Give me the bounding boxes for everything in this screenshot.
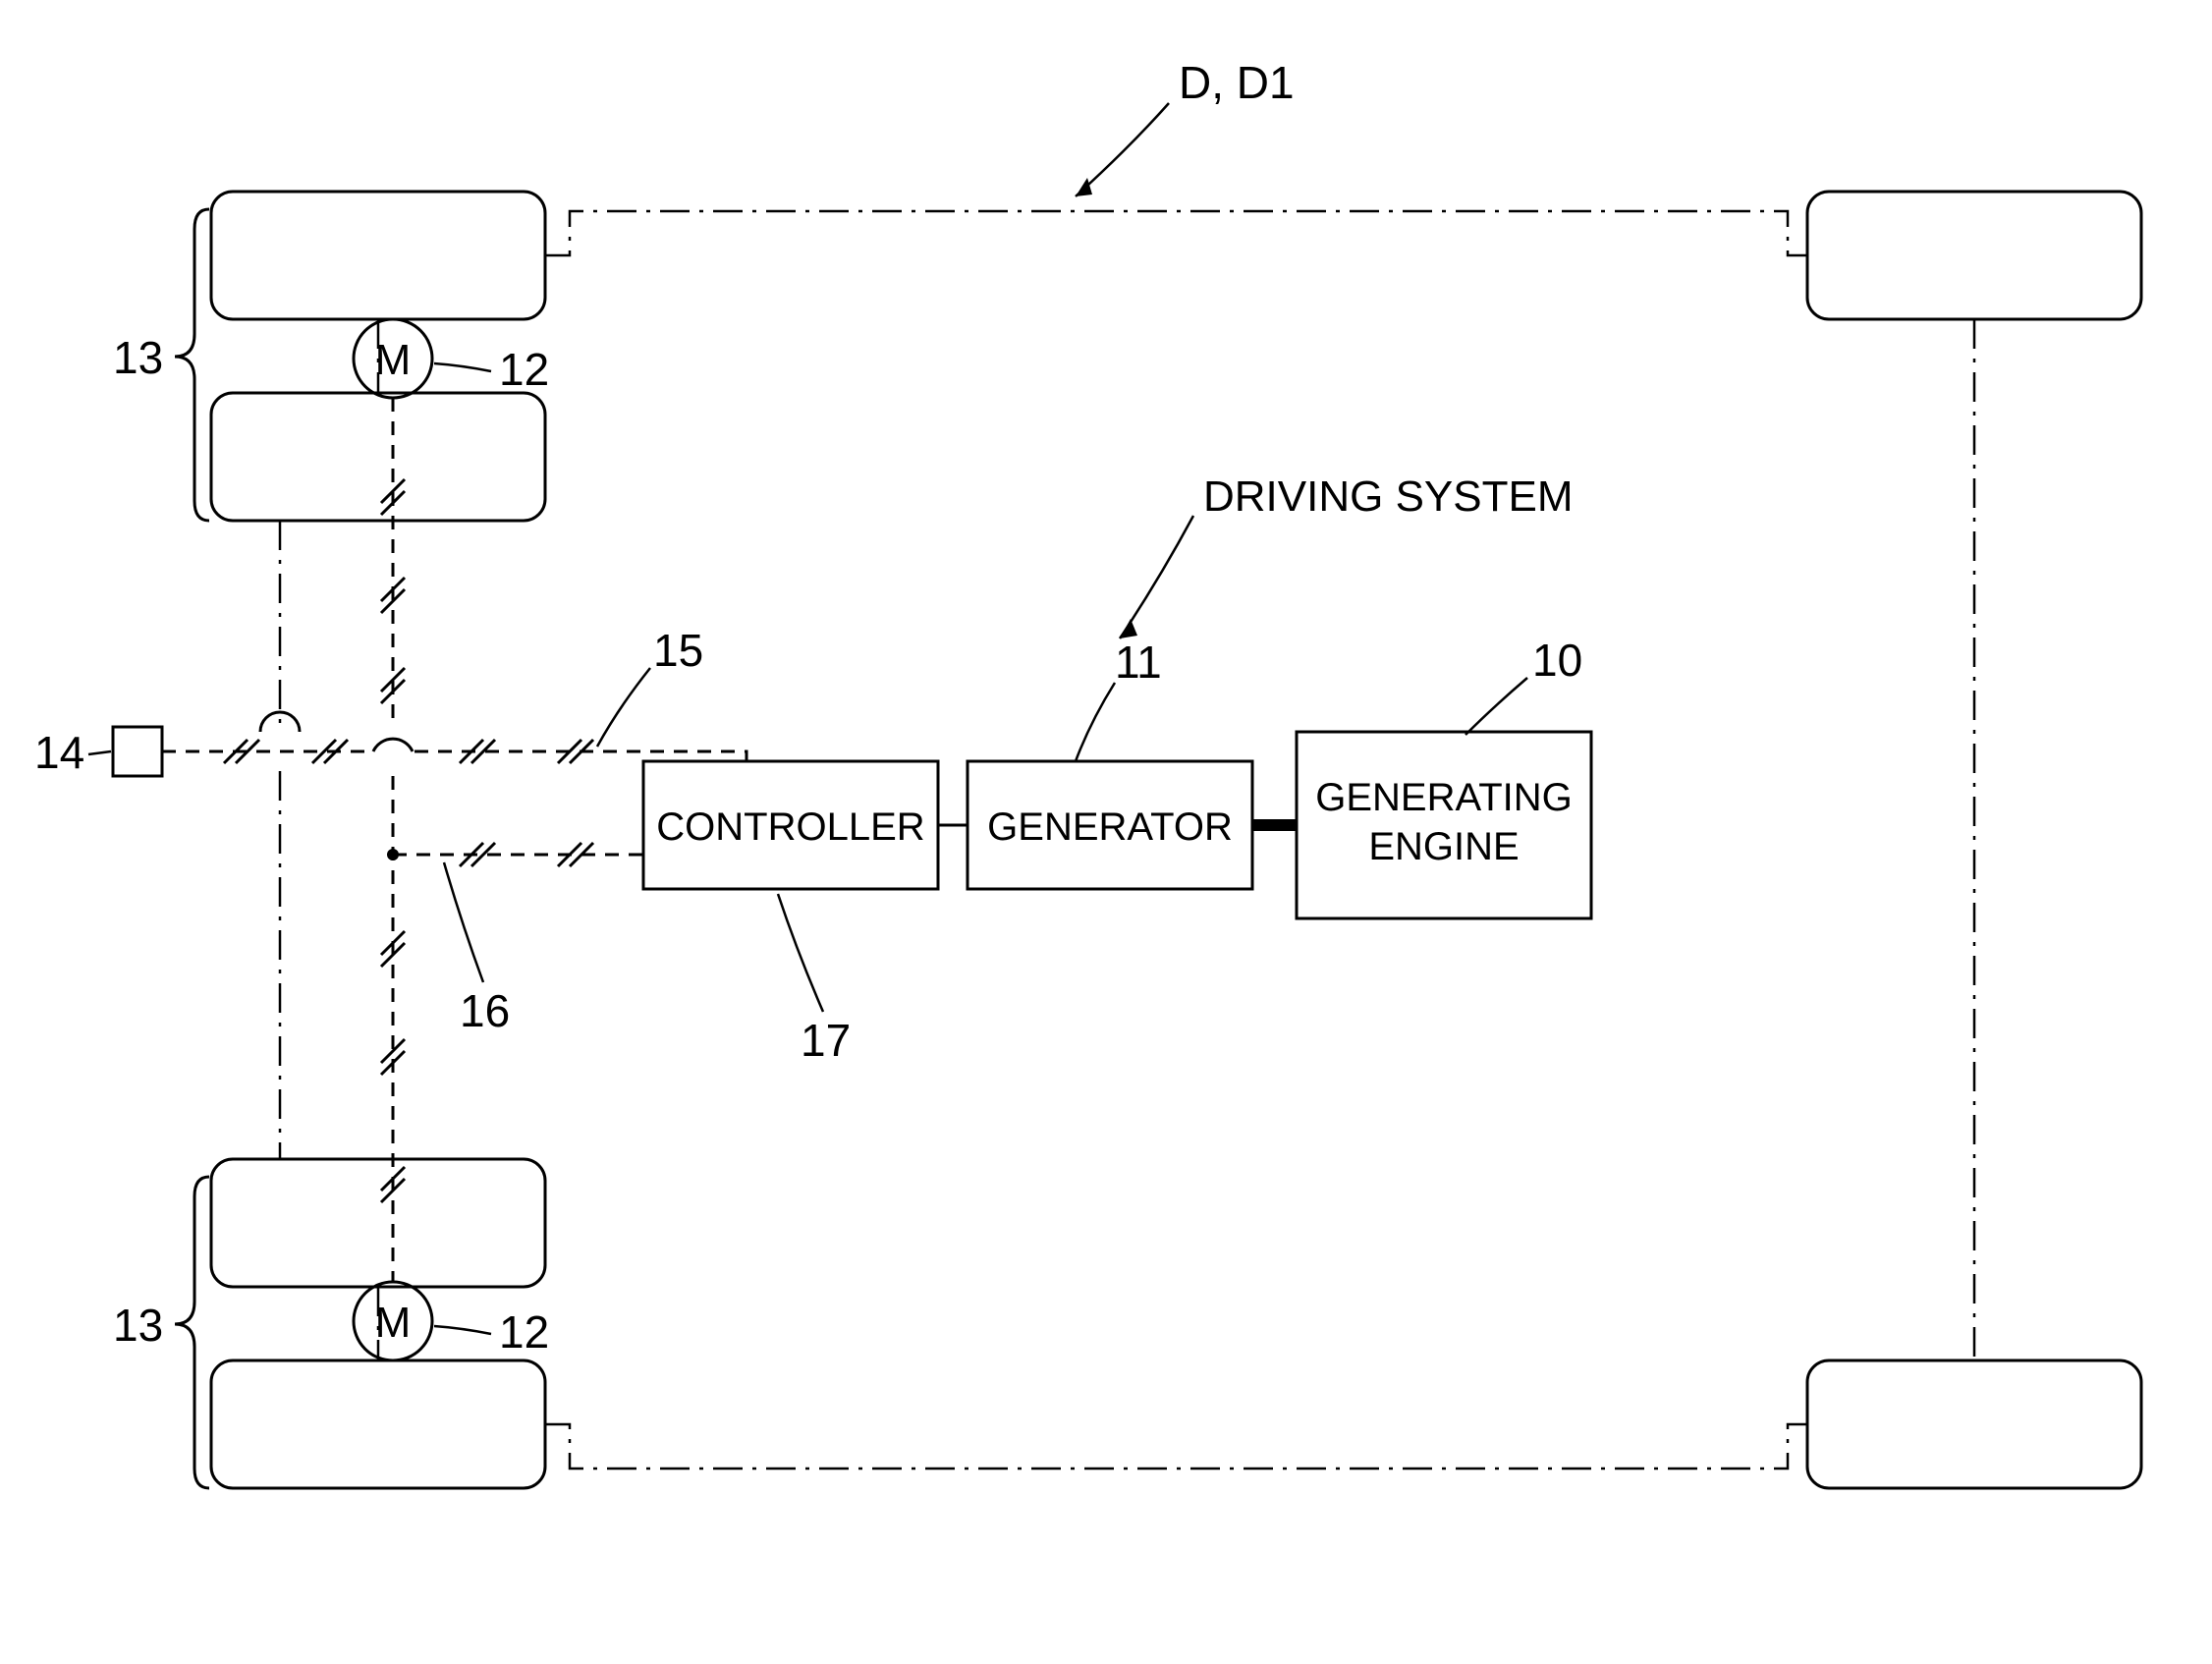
label-11: 11 bbox=[1115, 637, 1162, 688]
brace-13-bot bbox=[175, 1177, 209, 1488]
motor-top-label: M bbox=[375, 336, 412, 384]
wheel-front-bot bbox=[1807, 1360, 2141, 1488]
engine-label-1: GENERATING bbox=[1315, 776, 1573, 819]
label-13-bot: 13 bbox=[113, 1300, 163, 1351]
diagram-canvas: M M CONTROLLER GENERATOR GENERATING ENGI… bbox=[0, 0, 2212, 1664]
wheel-rear-top-outer bbox=[211, 192, 545, 319]
label-d: D, D1 bbox=[1179, 57, 1295, 108]
label-10: 10 bbox=[1532, 635, 1582, 686]
label-16: 16 bbox=[460, 985, 510, 1036]
label-15: 15 bbox=[653, 625, 703, 676]
brace-13-top bbox=[175, 209, 209, 521]
generator-label: GENERATOR bbox=[987, 805, 1233, 849]
motor-bot: M bbox=[354, 1282, 432, 1360]
leaders-and-labels: D, D1 DRIVING SYSTEM 10 11 12 12 13 13 1… bbox=[34, 57, 1582, 1358]
label-13-top: 13 bbox=[113, 332, 163, 383]
motor-top: M bbox=[354, 319, 432, 398]
wheel-rear-bot-outer bbox=[211, 1360, 545, 1488]
label-17: 17 bbox=[801, 1015, 851, 1066]
wheel-front-top bbox=[1807, 192, 2141, 319]
label-12-bot: 12 bbox=[499, 1306, 549, 1358]
label-14: 14 bbox=[34, 727, 84, 778]
wheel-rear-bot-inner bbox=[211, 1159, 545, 1287]
label-driving-system: DRIVING SYSTEM bbox=[1203, 472, 1574, 521]
wheel-rear-top-inner bbox=[211, 393, 545, 521]
controller-label: CONTROLLER bbox=[656, 805, 924, 849]
motor-bot-label: M bbox=[375, 1299, 412, 1347]
label-12-top: 12 bbox=[499, 344, 549, 395]
engine-label-2: ENGINE bbox=[1368, 825, 1519, 868]
port-14 bbox=[113, 727, 162, 776]
